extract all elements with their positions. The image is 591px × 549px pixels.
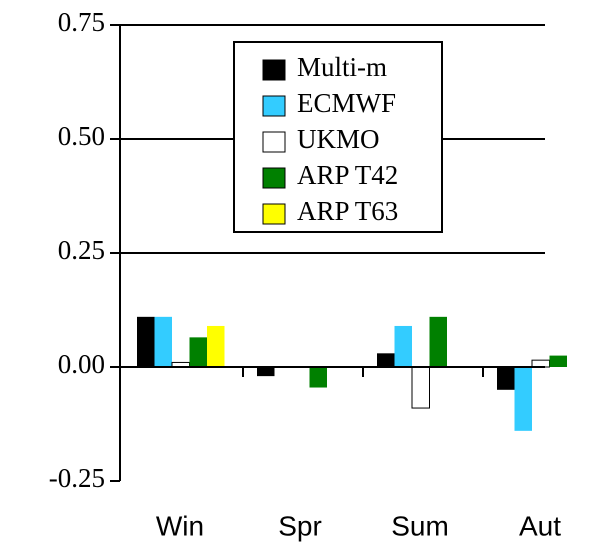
bar — [377, 353, 395, 367]
bar — [189, 337, 207, 367]
y-tick-label: 0.75 — [58, 7, 105, 37]
bar — [497, 367, 515, 390]
y-tick-label: 0.25 — [58, 235, 105, 265]
bar — [309, 367, 327, 388]
bar — [154, 316, 172, 367]
x-tick-label: Spr — [278, 510, 322, 541]
legend-label: UKMO — [297, 124, 380, 154]
bar — [137, 316, 155, 367]
bar — [207, 325, 225, 367]
x-tick-label: Aut — [519, 510, 561, 541]
bar — [429, 316, 447, 367]
x-tick-label: Win — [156, 510, 204, 541]
legend-label: ARP T42 — [297, 160, 398, 190]
x-tick-label: Sum — [391, 510, 449, 541]
bar — [394, 325, 412, 367]
legend-swatch — [262, 95, 286, 117]
y-tick-label: -0.25 — [49, 463, 105, 493]
legend-swatch — [262, 131, 286, 153]
bar — [549, 355, 567, 367]
legend-label: ARP T63 — [297, 196, 398, 226]
legend-label: ECMWF — [297, 88, 396, 118]
bar — [411, 366, 430, 409]
legend-swatch — [262, 59, 286, 81]
bar — [257, 367, 275, 377]
legend-swatch — [262, 203, 286, 225]
y-tick-label: 0.50 — [58, 121, 105, 151]
legend-label: Multi-m — [297, 52, 387, 82]
legend-swatch — [262, 167, 286, 189]
bar — [514, 367, 532, 431]
y-tick-label: 0.00 — [58, 349, 105, 379]
bar — [531, 359, 550, 368]
